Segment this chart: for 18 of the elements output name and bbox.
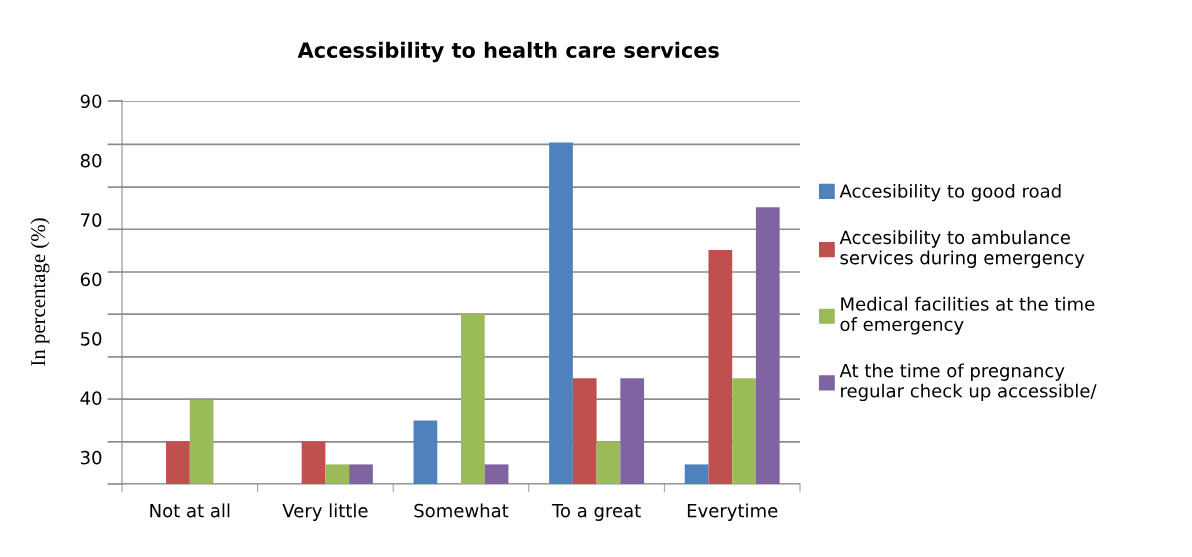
- y-tick-label: 40: [80, 391, 102, 406]
- x-tick-label: Not at all: [150, 503, 230, 518]
- legend-label: Medical facilities at the time of emergency: [840, 296, 1095, 335]
- y-axis-title: In percentage (%): [30, 218, 50, 366]
- x-tick-label: Somewhat: [414, 503, 509, 518]
- legend-label: At the time of pregnancy regular check up accessible/: [839, 363, 1097, 402]
- x-tick-label: To a great: [551, 504, 641, 521]
- chart-title: Accessibility to health care services: [297, 41, 719, 63]
- x-tick-label: Everytime: [687, 503, 778, 521]
- x-tick-label: Very little: [282, 503, 368, 521]
- y-tick-label: 30: [80, 450, 102, 465]
- legend-label: Accesibility to good road: [839, 183, 1061, 202]
- y-tick-label: 70: [81, 213, 102, 227]
- y-tick-label: 90: [80, 94, 102, 109]
- y-tick-label: 50: [80, 331, 102, 346]
- y-tick-label: 80: [80, 153, 102, 168]
- y-tick-label: 60: [80, 272, 102, 287]
- legend-label: Accesibility to ambulance services during emergency: [839, 230, 1085, 268]
